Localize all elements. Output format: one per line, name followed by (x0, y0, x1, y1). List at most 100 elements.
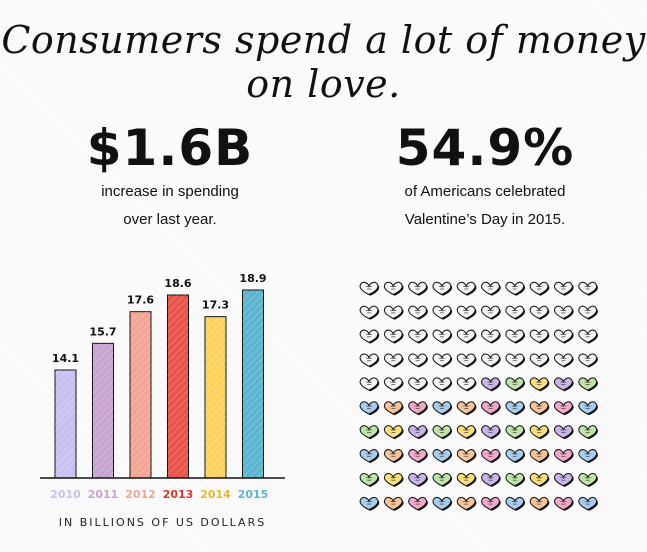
heart-icon-filled (553, 496, 574, 511)
heart-icon-filled (481, 449, 501, 464)
heart-icon-filled (505, 425, 526, 440)
heart-icon-empty (408, 377, 428, 392)
spending-stat-line-1: increase in spending (101, 183, 239, 200)
heart-body (505, 329, 525, 343)
heart-icon-filled (578, 401, 598, 416)
heart-icon-empty (359, 305, 380, 320)
heart-icon-empty (553, 353, 574, 368)
heart-icon-filled (505, 449, 526, 464)
heart-body (359, 281, 379, 296)
heart-body (505, 305, 525, 319)
heart-body (456, 401, 476, 415)
heart-icon-empty (481, 281, 501, 296)
heart-body (359, 425, 379, 439)
heart-icon-filled (529, 473, 550, 487)
bar-value-label: 18.9 (239, 272, 266, 285)
heart-icon-empty (505, 353, 526, 368)
bar-value-label: 17.3 (202, 299, 229, 312)
heart-icon-empty (481, 329, 501, 344)
heart-icon-filled (505, 377, 526, 392)
celebrated-stat: 54.9% of Americans celebrated Valentine’… (370, 118, 600, 234)
year-tick-label: 2013 (163, 488, 194, 501)
heart-body (432, 496, 452, 511)
bar-texture (130, 311, 151, 478)
heart-icon-filled (359, 401, 380, 416)
heart-icon-empty (383, 281, 404, 296)
heart-body (359, 329, 379, 343)
celebrated-stat-line-1: of Americans celebrated (404, 183, 566, 200)
heart-body (432, 281, 452, 296)
heart-icon-filled (578, 377, 598, 392)
heart-icon-empty (553, 329, 574, 344)
heart-icon-filled (578, 473, 598, 487)
heart-icon-filled (359, 449, 380, 464)
heart-body (456, 425, 476, 439)
heart-body (408, 425, 428, 439)
heart-body (578, 305, 598, 319)
heart-icon-filled (529, 401, 550, 416)
heart-body (408, 329, 428, 343)
heart-body (578, 425, 598, 439)
heart-icon-empty (359, 329, 380, 344)
heart-body (578, 353, 598, 367)
heart-body (383, 473, 403, 487)
heart-icon-empty (578, 329, 598, 344)
bar-texture (205, 316, 226, 478)
heart-icon-filled (505, 496, 526, 511)
heart-body (481, 473, 500, 487)
celebrated-stat-line-2: Valentine’s Day in 2015. (404, 211, 566, 228)
heart-icon-filled (383, 473, 404, 487)
heart-icon-filled (481, 496, 501, 511)
heart-icon-filled (383, 496, 404, 511)
heart-icon-filled (529, 377, 550, 392)
bar-2014: 17.3 2014 (200, 299, 231, 501)
bar-texture (55, 370, 76, 478)
heart-icon-filled (553, 425, 574, 440)
heart-icon-filled (553, 377, 574, 392)
heart-body (383, 353, 403, 367)
heart-icon-filled (456, 473, 477, 487)
heart-icon-empty (505, 329, 526, 344)
heart-body (529, 377, 549, 391)
heart-body (456, 329, 476, 343)
heart-body (408, 305, 428, 319)
heart-body (383, 425, 403, 439)
heart-icon-empty (383, 329, 404, 344)
heart-icon-empty (432, 377, 453, 392)
heart-body (481, 496, 500, 511)
bar-2010: 14.1 2010 (50, 352, 81, 501)
heart-icon-filled (408, 496, 428, 511)
bar-texture (242, 290, 264, 478)
heart-icon-filled (383, 401, 404, 416)
heart-body (408, 496, 428, 511)
heart-icon-filled (529, 449, 550, 464)
heart-icon-filled (432, 449, 453, 464)
heart-icon-filled (408, 425, 428, 440)
heart-icon-empty (432, 353, 453, 368)
bar-value-label: 15.7 (89, 325, 116, 338)
heart-body (432, 425, 452, 439)
heart-body (432, 401, 452, 415)
heart-body (456, 305, 476, 319)
heart-body (529, 425, 549, 439)
heart-body (408, 401, 428, 415)
bar-2015: 18.9 2015 (238, 272, 269, 501)
heart-body (529, 329, 549, 343)
heart-body (383, 496, 403, 511)
heart-icon-empty (505, 305, 526, 320)
heart-body (553, 329, 573, 343)
heart-body (359, 401, 379, 415)
heart-icon-filled (578, 496, 598, 511)
spending-bar-chart: 14.1 2010 15.7 2011 17.6 2012 18.6 2013 17.3 2014… (40, 272, 285, 501)
heart-body (432, 329, 452, 343)
heart-body (529, 353, 549, 367)
heart-body (432, 305, 452, 319)
heart-icon-empty (432, 281, 453, 296)
heart-icon-empty (456, 281, 477, 296)
heart-icon-empty (505, 281, 526, 296)
heart-icon-empty (408, 305, 428, 320)
heart-body (578, 401, 598, 415)
heart-icon-filled (553, 449, 574, 464)
heart-body (578, 281, 598, 296)
heart-icon-empty (408, 329, 428, 344)
